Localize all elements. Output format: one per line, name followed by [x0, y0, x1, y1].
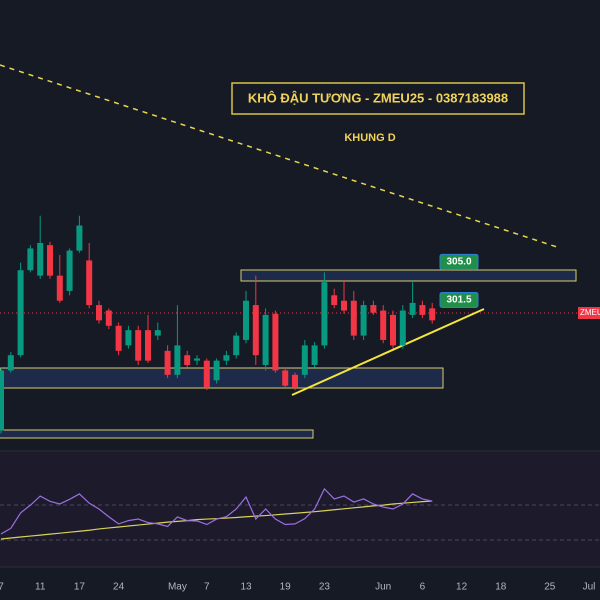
- candle-body: [184, 355, 191, 366]
- x-tick-label: 6: [420, 582, 426, 593]
- price-label: 301.5: [446, 295, 471, 306]
- candle-body: [17, 270, 24, 356]
- support-zone: [0, 429, 314, 439]
- trend-line: [0, 64, 561, 249]
- candle-body: [7, 355, 14, 371]
- x-tick-label: 13: [240, 582, 252, 593]
- candle-body: [419, 305, 426, 315]
- candle-body: [0, 370, 4, 431]
- candle-body: [203, 360, 210, 388]
- candle-body: [252, 305, 259, 356]
- candle-body: [27, 248, 34, 271]
- candle-body: [321, 282, 328, 346]
- x-tick-label: 17: [74, 582, 86, 593]
- candle-body: [243, 300, 249, 340]
- candle-body: [115, 325, 122, 351]
- candle-body: [96, 305, 102, 321]
- x-tick-label: 7: [204, 582, 210, 593]
- resistance-zone: [240, 269, 577, 282]
- rsi-line: [0, 487, 433, 535]
- candle-body: [37, 242, 44, 276]
- candle-body: [272, 313, 279, 371]
- candle-body: [66, 250, 73, 291]
- x-tick-label: Jul: [583, 582, 596, 593]
- x-tick-label: 19: [280, 582, 292, 593]
- candle-body: [331, 295, 338, 306]
- candle-body: [409, 302, 416, 315]
- x-tick-label: May: [168, 582, 187, 593]
- candle-body: [350, 300, 357, 336]
- x-tick-label: 12: [456, 582, 468, 593]
- candle-body: [56, 275, 63, 301]
- x-tick-label: 18: [495, 582, 507, 593]
- candle-body: [213, 360, 220, 381]
- x-tick-label: Jun: [375, 582, 391, 593]
- candle-body: [174, 345, 181, 375]
- support-zone: [0, 367, 444, 389]
- price-label-box: [439, 253, 479, 270]
- candle-body: [135, 330, 142, 361]
- rsi-panel: [0, 451, 600, 567]
- candle-body: [47, 245, 53, 276]
- chart-title: KHÔ ĐẬU TƯƠNG - ZMEU25 - 0387183988: [248, 90, 508, 105]
- x-tick-label: 25: [544, 582, 556, 593]
- title-box: [231, 82, 525, 115]
- price-label: 305.0: [446, 257, 471, 268]
- candle-body: [390, 314, 396, 346]
- trend-line: [291, 308, 485, 396]
- candle-body: [105, 310, 112, 326]
- candle-body: [429, 308, 436, 321]
- x-tick-label: 11: [35, 582, 46, 593]
- candle-body: [301, 345, 308, 375]
- candle-body: [164, 350, 171, 375]
- candle-body: [223, 355, 230, 361]
- candle-body: [311, 345, 318, 366]
- candle-body: [370, 305, 377, 313]
- symbol-tag: [578, 307, 600, 319]
- candle-body: [292, 374, 298, 388]
- candle-body: [76, 225, 83, 251]
- chart-subtitle: KHUNG D: [344, 132, 395, 144]
- candle-body: [125, 330, 132, 346]
- x-tick-label: 7: [0, 582, 4, 593]
- symbol-label: ZMEU25: [580, 308, 600, 317]
- candle-body: [282, 370, 289, 386]
- candle-body: [262, 314, 269, 366]
- candle-body: [380, 310, 387, 340]
- candle-body: [399, 310, 406, 346]
- candle-body: [233, 335, 240, 356]
- x-tick-label: 23: [319, 582, 331, 593]
- candle-body: [154, 330, 161, 336]
- candle-body: [341, 300, 347, 311]
- candle-body: [86, 260, 93, 306]
- price-label-box: [439, 292, 479, 309]
- x-tick-label: 24: [113, 582, 125, 593]
- candle-body: [360, 305, 367, 336]
- candle-body: [145, 330, 151, 361]
- candle-body: [194, 358, 200, 361]
